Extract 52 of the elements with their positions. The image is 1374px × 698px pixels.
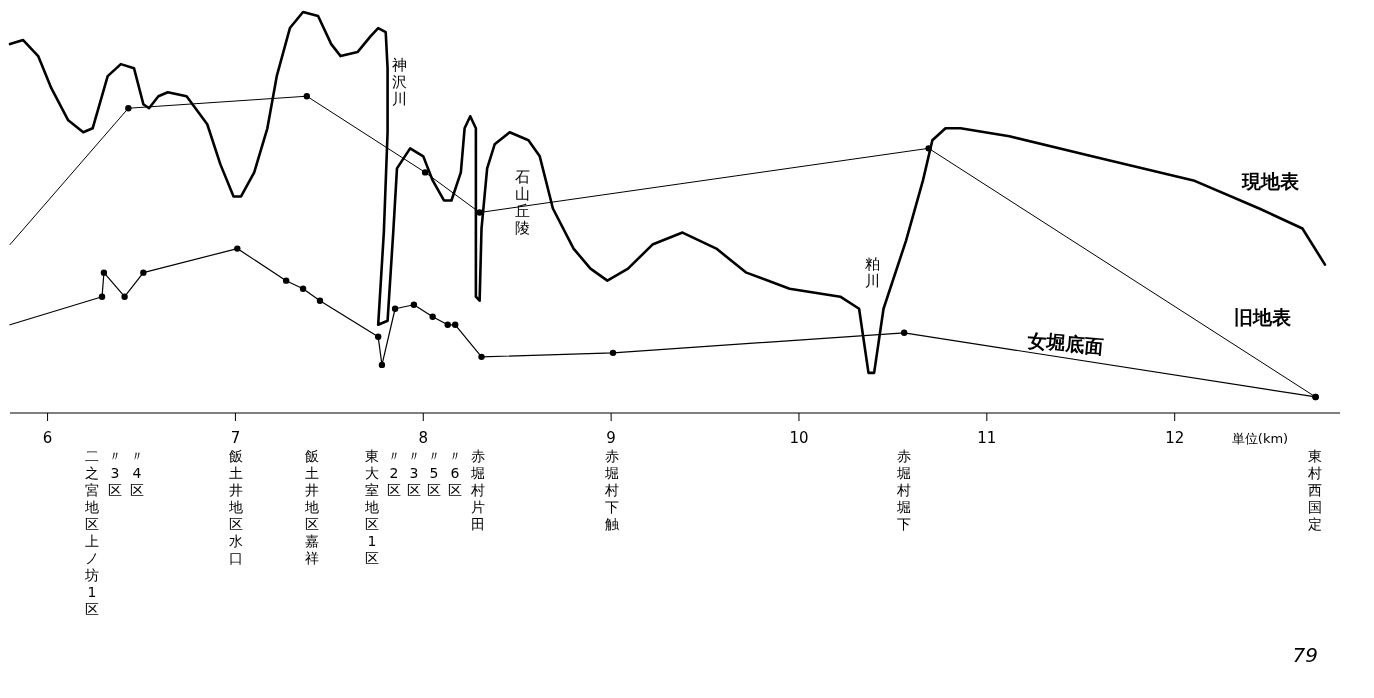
point xyxy=(121,293,128,300)
text: 〃2区 xyxy=(387,448,401,498)
point xyxy=(378,361,386,369)
text: 〃6区 xyxy=(448,448,462,498)
point xyxy=(452,321,459,328)
text: 赤堀村片田 xyxy=(470,448,485,532)
series-label: 旧地表 xyxy=(1233,306,1292,328)
text: 〃4区 xyxy=(130,448,144,498)
point xyxy=(925,145,932,152)
annotation: 石山丘陵 xyxy=(515,168,531,238)
point xyxy=(299,285,307,292)
text: 飯土井地区嘉祥 xyxy=(304,448,319,566)
point xyxy=(282,277,290,284)
text: 東大室地区1区 xyxy=(364,448,379,566)
text: 〃3区 xyxy=(108,448,122,498)
point xyxy=(391,305,399,312)
text: 二之宮地区上ノ坊1区 xyxy=(85,448,99,617)
point xyxy=(98,293,106,300)
point xyxy=(478,353,485,361)
series-label: 現地表 xyxy=(1240,170,1300,192)
x-tick-label: 9 xyxy=(606,429,616,447)
x-axis-title: 単位(km) xyxy=(1231,431,1289,446)
text: 〃3区 xyxy=(407,448,421,498)
point xyxy=(421,169,429,176)
point xyxy=(316,297,324,304)
point xyxy=(429,313,436,320)
series-label: 女堀底面 xyxy=(1025,328,1105,358)
point xyxy=(900,329,908,336)
text: 〃5区 xyxy=(427,448,441,498)
x-tick-label: 7 xyxy=(230,429,241,447)
x-tick-label: 10 xyxy=(789,429,809,447)
point xyxy=(303,93,311,100)
point xyxy=(234,245,241,252)
point xyxy=(609,349,617,357)
annotation: 粕川 xyxy=(864,255,880,290)
point xyxy=(444,321,451,328)
point xyxy=(410,301,418,308)
annotation: 神沢川 xyxy=(391,56,407,108)
x-tick-label: 6 xyxy=(42,429,53,447)
point xyxy=(476,209,483,216)
x-tick-label: 12 xyxy=(1165,429,1185,447)
point xyxy=(374,333,382,341)
text: 東村西国定 xyxy=(1307,448,1322,532)
point xyxy=(125,105,132,112)
text: 赤堀村堀下 xyxy=(896,448,911,532)
text: 赤堀村下触 xyxy=(604,448,619,532)
point xyxy=(100,269,108,276)
x-tick-label: 11 xyxy=(977,429,997,447)
point xyxy=(140,269,147,276)
text: 79 xyxy=(1292,643,1318,667)
x-tick-label: 8 xyxy=(418,429,429,447)
text: 飯土井地区水口 xyxy=(228,448,243,566)
